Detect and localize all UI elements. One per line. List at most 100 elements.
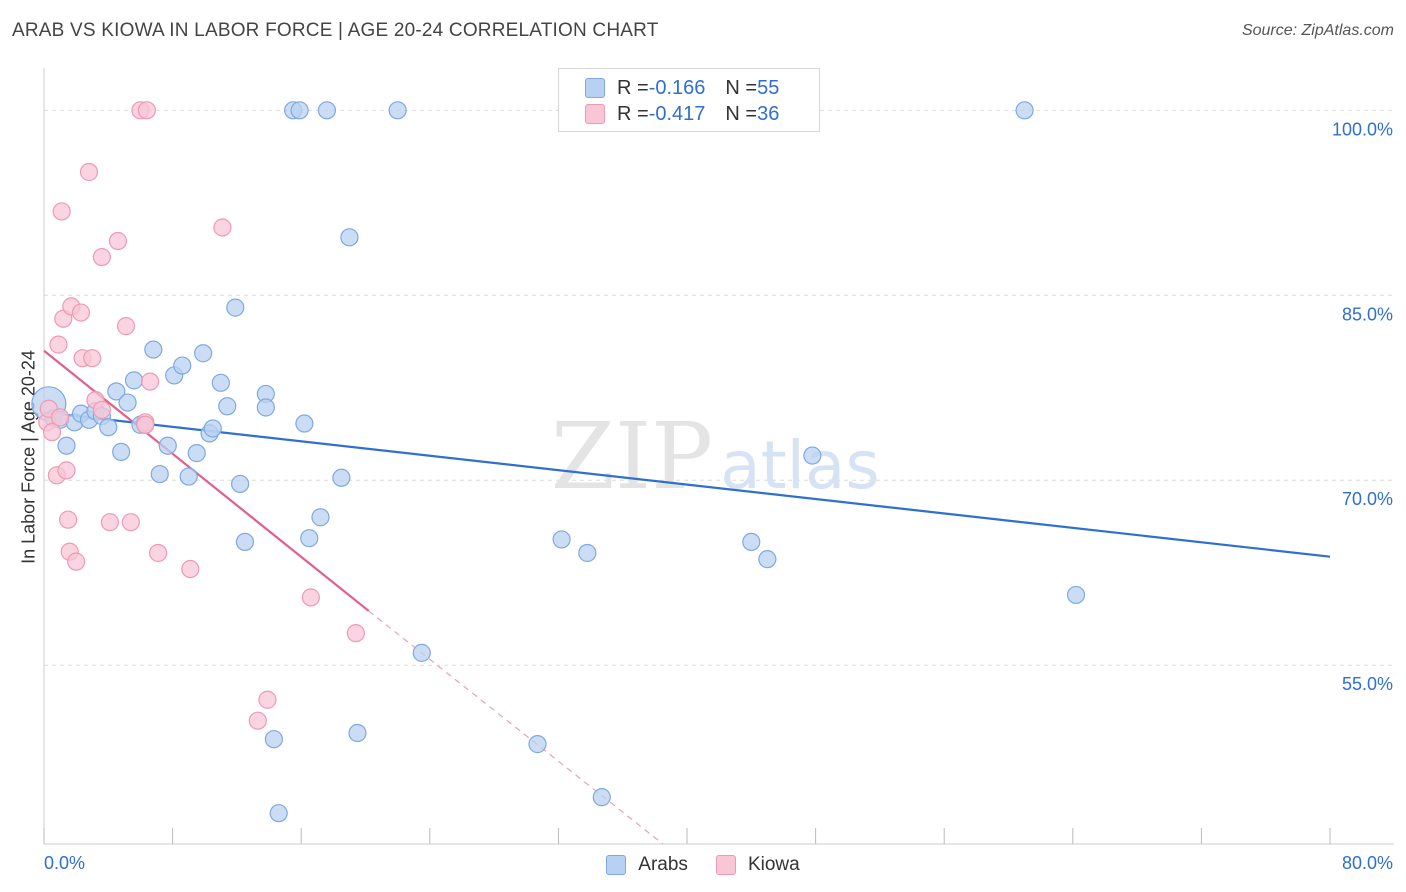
kiowa-point [346,624,365,643]
chart-title: ARAB VS KIOWA IN LABOR FORCE | AGE 20-24… [12,20,659,41]
gridlines [44,109,1394,666]
legend-item-kiowa[interactable]: Kiowa [715,854,800,876]
kiowa-point [108,231,128,251]
legend-row-kiowa: R = -0.417 N = 36 [585,102,779,126]
series-legend: Arabs Kiowa [0,852,1406,878]
arabs-point [187,444,206,463]
kiowa-point [92,247,111,267]
arabs-point [412,643,431,662]
arabs-point [290,101,309,120]
r-value: -0.417 [648,102,706,125]
kiowa-point [301,588,320,607]
r-label: R = [617,76,649,99]
x-tick-label-min: 0.0% [44,853,86,873]
arabs-trendline [43,411,1331,558]
axes [43,68,1394,845]
n-value: 36 [757,102,780,125]
arabs-point [528,735,547,754]
arabs-point [107,382,126,401]
y-tick-label: 55.0% [1342,674,1393,694]
legend-label-kiowa: Kiowa [747,854,800,875]
arabs-point [758,550,777,569]
y-tick-label: 85.0% [1342,304,1393,324]
arabs-point [203,419,222,438]
kiowa-point [49,335,68,354]
arabs-point [57,436,76,455]
kiowa-point [67,552,86,571]
data-points [31,101,1086,823]
y-tick-label: 100.0% [1332,119,1393,139]
y-tick-labels: 100.0% 85.0% 70.0% 55.0% [1332,119,1393,694]
arabs-point [311,508,330,527]
kiowa-point [137,101,156,120]
arabs-point [578,543,597,563]
kiowa-point [79,162,99,182]
kiowa-point [52,202,71,221]
n-label: N = [725,102,758,125]
n-label: N = [725,76,758,99]
kiowa-point [149,543,168,563]
arabs-point [317,101,337,120]
arabs-point [226,298,245,317]
arabs-point [150,464,169,484]
arabs-swatch [606,855,627,875]
arabs-point [295,414,314,433]
arabs-point [235,532,255,551]
arabs-point [592,788,611,807]
y-tick-label: 70.0% [1342,489,1393,509]
kiowa-point [92,400,111,420]
legend-row-arabs: R = -0.166 N = 55 [585,76,779,100]
arabs-point [256,398,275,417]
watermark-zip: ZIP [551,403,713,510]
arabs-point [231,474,250,494]
arabs-point [264,730,283,749]
arabs-point [218,397,237,416]
kiowa-point [136,415,155,434]
kiowa-point [100,513,120,532]
kiowa-point [248,711,267,730]
arabs-point [742,532,761,551]
arabs-point [99,418,118,437]
r-value: -0.166 [648,76,706,99]
kiowa-point [50,408,70,427]
arabs-point [269,804,288,823]
stats-legend: R = -0.166 N = 55 R = -0.417 N = 36 [558,68,820,132]
kiowa-point [181,559,200,579]
arabs-point [124,371,144,390]
kiowa-point [116,317,136,336]
arabs-point [173,356,192,375]
arabs-point [388,101,407,120]
kiowa-point [140,372,160,391]
arabs-point [144,340,163,359]
arabs-point [158,436,177,455]
kiowa-point [59,510,78,529]
kiowa-point [83,349,102,368]
x-tick-label-max: 80.0% [1341,853,1393,873]
kiowa-point [71,303,91,322]
watermark-atlas: atlas [720,427,880,504]
kiowa-point [57,461,76,480]
kiowa-swatch [585,104,605,124]
n-value: 55 [757,76,780,99]
arabs-point [332,468,351,487]
kiowa-swatch [715,855,736,875]
arabs-point [118,393,137,412]
kiowa-trendline-extension [368,610,664,845]
arabs-point [340,228,359,247]
arabs-point [194,344,213,363]
source-credit: Source: ZipAtlas.com [1241,22,1394,39]
kiowa-point [258,690,277,709]
arabs-swatch [585,78,605,98]
kiowa-point [121,513,140,532]
watermark: ZIP atlas [551,403,880,510]
kiowa-point [42,423,62,442]
legend-item-arabs[interactable]: Arabs [606,854,688,876]
arabs-point [803,446,822,465]
arabs-point [179,467,198,486]
arabs-point [348,723,367,743]
arabs-point [300,529,319,548]
arabs-point [211,373,230,392]
legend-label-arabs: Arabs [638,854,688,875]
arabs-point [112,442,131,461]
